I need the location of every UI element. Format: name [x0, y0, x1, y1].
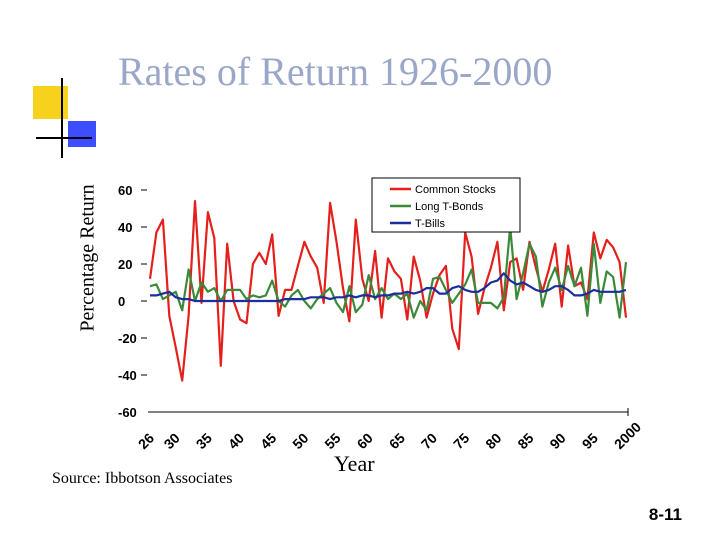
y-tick-label: 40: [118, 220, 132, 235]
x-tick-label: 75: [450, 430, 472, 452]
slide-title: Rates of Return 1926-2000: [118, 49, 553, 94]
x-ticks: 26 30 35 40 45 50 55 60 65 70 75 80 85 90 95 2000: [135, 419, 644, 452]
x-tick-label: 50: [289, 430, 311, 452]
x-tick-label: 80: [482, 430, 504, 452]
x-tick-label: 30: [161, 430, 183, 452]
series-line-common-stocks: [148, 200, 628, 382]
x-tick-label: 45: [257, 430, 279, 452]
legend-label: T-Bills: [415, 218, 445, 230]
slide-number: 8-11: [648, 505, 682, 524]
blue-square: [68, 121, 96, 147]
y-tick-label: -20: [118, 331, 137, 346]
y-tick-label: -60: [118, 405, 137, 420]
y-tick-label: 60: [118, 183, 132, 198]
x-tick-label: 70: [418, 430, 440, 452]
y-tick-label: 20: [118, 257, 132, 272]
x-tick-label: 95: [579, 430, 601, 452]
x-tick-label: 26: [135, 430, 157, 452]
y-tick-label: 0: [118, 294, 125, 309]
y-ticks: 60 40 20 0 -20 -40 -60: [118, 183, 147, 420]
x-axis-label: Year: [334, 451, 375, 476]
x-tick-label: 35: [193, 430, 215, 452]
x-tick-label: 60: [354, 430, 376, 452]
x-tick-label: 65: [386, 430, 408, 452]
x-tick-label: 55: [321, 430, 343, 452]
y-tick-label: -40: [118, 368, 137, 383]
chart-axes: [148, 408, 629, 416]
x-tick-label: 40: [225, 430, 247, 452]
series-lines: [148, 200, 628, 382]
x-tick-label: 2000: [611, 419, 644, 452]
legend: Common Stocks Long T-Bonds T-Bills: [371, 177, 521, 233]
source-note: Source: Ibbotson Associates: [52, 470, 233, 487]
legend-label: Long T-Bonds: [415, 201, 484, 213]
series-line-t-bills: [150, 272, 627, 303]
x-tick-label: 85: [514, 430, 536, 452]
x-tick-label: 90: [546, 430, 568, 452]
legend-label: Common Stocks: [415, 184, 496, 196]
series-line-long-t-bonds: [149, 225, 628, 319]
